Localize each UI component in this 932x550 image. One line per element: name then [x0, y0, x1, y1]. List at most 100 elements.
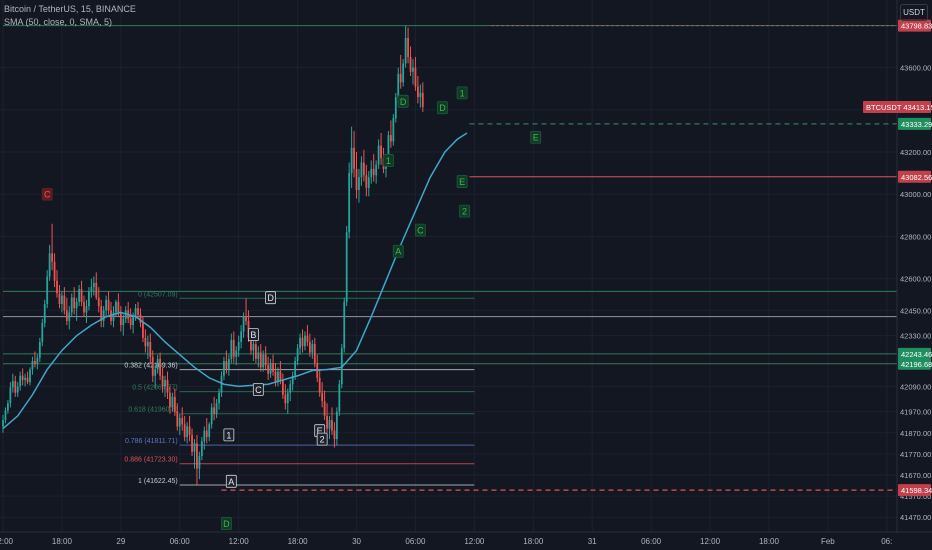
candle-body: [299, 337, 301, 349]
currency-button[interactable]: USDT: [900, 4, 928, 21]
candle-body: [362, 162, 365, 176]
time-tick-label: 12:00: [229, 537, 250, 546]
candle-body: [176, 411, 179, 427]
candle-body: [4, 410, 7, 421]
fib-level-label: 0.618 (41960.3): [128, 407, 177, 414]
wave-label: 1: [460, 88, 465, 98]
candle-body: [61, 295, 63, 304]
time-tick-label: 18:00: [52, 537, 73, 546]
candle-body: [365, 175, 368, 188]
price-tick-label: 42800.00: [900, 232, 931, 241]
candle-body: [267, 365, 270, 374]
wave-label-box: [248, 328, 259, 342]
candle-body: [372, 168, 375, 176]
candle-body: [210, 407, 213, 425]
candle-body: [323, 401, 326, 416]
fib-retracement: 0 (42507.09)0.382 (42169.36)0.5 (42064.7…: [124, 291, 475, 486]
candle-body: [279, 371, 282, 380]
candle-body: [257, 352, 260, 359]
price-badge: [898, 117, 931, 130]
candle-body: [73, 297, 76, 309]
wave-label: D: [223, 519, 230, 529]
candle-body: [387, 135, 390, 161]
candle-body: [122, 318, 125, 326]
candle-body: [29, 369, 31, 383]
candle-body: [144, 337, 147, 347]
time-tick-label: 12:00: [464, 537, 485, 546]
price-tick-label: 42600.00: [900, 275, 931, 284]
time-tick-label: 06:00: [641, 537, 662, 546]
candle-body: [392, 118, 395, 142]
candle-body: [9, 387, 12, 404]
candle-body: [149, 342, 152, 357]
wave-label-box: [265, 291, 276, 305]
candle-body: [215, 403, 218, 414]
candle-body: [43, 304, 46, 323]
candle-body: [304, 335, 306, 347]
candle-body: [402, 63, 405, 83]
wave-label: D: [400, 97, 407, 107]
candle-body: [105, 299, 108, 311]
candle-body: [159, 358, 162, 376]
wave-label: 1: [226, 430, 231, 440]
candle-body: [397, 73, 400, 98]
wave-label-box: [225, 474, 237, 488]
wave-label: E: [533, 133, 539, 143]
candle-body: [375, 164, 378, 176]
candle-body: [328, 420, 331, 429]
candle-body: [272, 363, 274, 372]
candle-body: [53, 261, 56, 281]
candle-body: [343, 301, 346, 349]
candle-body: [137, 308, 139, 315]
candle-body: [370, 168, 373, 178]
wave-label: 1: [386, 156, 391, 166]
candle-body: [230, 339, 233, 359]
candle-body: [345, 232, 348, 302]
candle-body: [353, 147, 355, 169]
price-axis[interactable]: 43600.0043400.0043200.0043000.0042800.00…: [863, 0, 932, 532]
candle-body: [306, 335, 309, 342]
price-tick-label: 41670.00: [900, 471, 931, 480]
candle-body: [331, 420, 333, 431]
wave-label: D: [439, 103, 446, 113]
candle-body: [358, 177, 360, 190]
candle-body: [151, 356, 154, 376]
wave-label: C: [44, 190, 51, 200]
candle-body: [56, 280, 58, 294]
candle-body: [213, 407, 216, 414]
indicator-legend[interactable]: SMA (50, close, 0, SMA, 5): [4, 17, 113, 27]
candle-body: [171, 396, 174, 408]
time-tick-label: 29: [116, 537, 125, 546]
candle-body: [208, 424, 211, 437]
candle-body: [421, 92, 424, 108]
candle-body: [262, 354, 265, 368]
candle-body: [19, 375, 22, 387]
candle-body: [83, 301, 85, 313]
candle-body: [112, 312, 115, 321]
candle-body: [225, 361, 228, 370]
price-tick-label: 41570.00: [900, 492, 931, 501]
price-tick-label: 43000.00: [900, 190, 931, 199]
candle-body: [313, 344, 316, 364]
wave-label-box: [456, 175, 468, 188]
candle-body: [333, 430, 336, 440]
time-tick-label: 06:: [881, 537, 892, 546]
time-axis[interactable]: 12:00 18:00 29 06:00 12:00 18:00 30 06:00 12:00 1…: [0, 531, 932, 546]
candle-body: [129, 318, 132, 326]
candle-body: [14, 381, 17, 393]
candle-body: [169, 392, 171, 408]
candle-body: [308, 342, 311, 353]
candle-body: [48, 253, 51, 277]
candle-body: [242, 316, 245, 332]
candle-body: [274, 371, 277, 383]
candle-body: [394, 97, 397, 119]
candle-body: [289, 384, 292, 393]
candle-body: [31, 361, 34, 370]
price-tick-label: 41870.00: [900, 429, 931, 438]
candle-body: [200, 441, 203, 456]
price-badge-label: BTCUSDT 43413.15: [866, 103, 932, 112]
wave-label-box: [459, 204, 470, 218]
candle-body: [115, 301, 117, 313]
